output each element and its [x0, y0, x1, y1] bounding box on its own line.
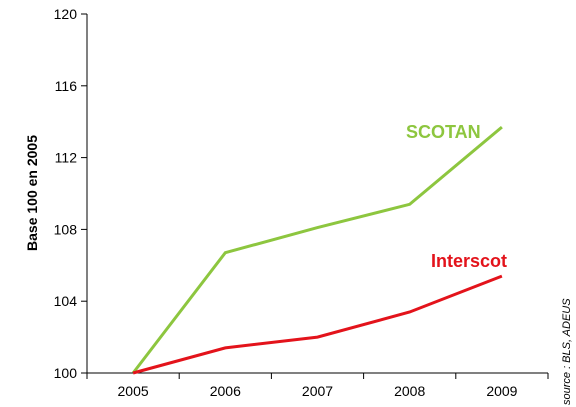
series-line-scotan: [131, 125, 503, 374]
series-label-interscot: Interscot: [431, 251, 507, 271]
x-tick-label: 2009: [486, 383, 517, 399]
y-tick-label: 116: [55, 78, 78, 94]
x-tick-label: 2006: [210, 383, 241, 399]
y-ticks: 100 104 108 112 116 120: [54, 6, 87, 381]
y-tick-label: 112: [55, 150, 78, 166]
y-axis-label: Base 100 en 2005: [24, 135, 40, 251]
y-tick-label: 108: [54, 221, 78, 237]
series-label-scotan: SCOTAN: [406, 122, 481, 142]
y-tick-label: 104: [54, 293, 78, 309]
series-lines: [131, 125, 503, 375]
series-line-interscot: [132, 274, 503, 375]
x-tick-label: 2007: [302, 383, 333, 399]
y-tick-label: 120: [54, 6, 78, 22]
y-tick-label: 100: [54, 365, 78, 381]
axes: [86, 14, 548, 374]
x-tick-label: 2008: [394, 383, 425, 399]
source-note: source : BLS, ADEUS: [561, 298, 573, 405]
x-tick-label: 2005: [118, 383, 149, 399]
x-ticks: 2005 2006 2007 2008 2009: [86, 373, 549, 399]
